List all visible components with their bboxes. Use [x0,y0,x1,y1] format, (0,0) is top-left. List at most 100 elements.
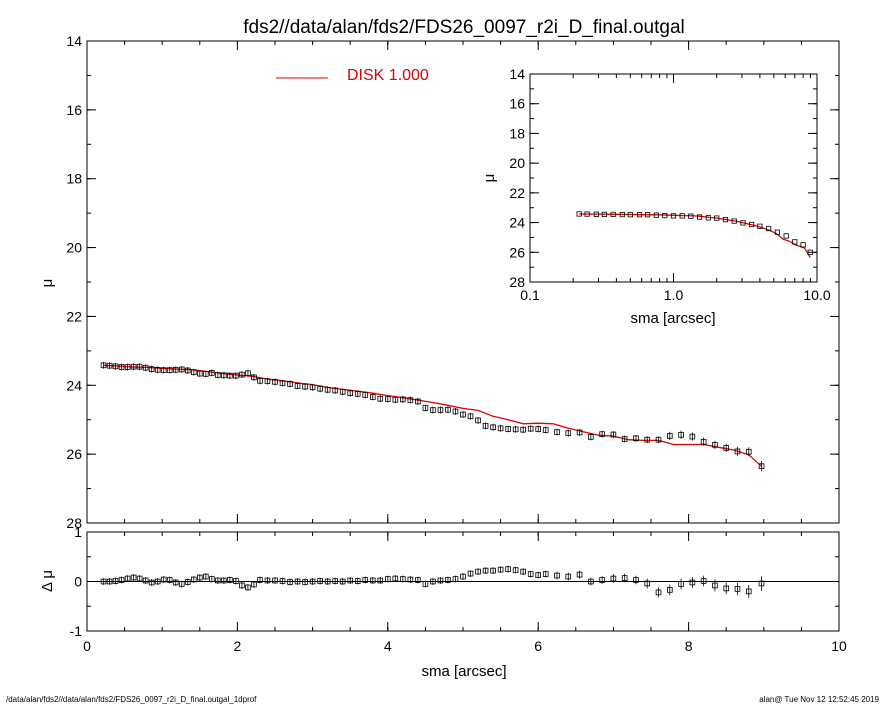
inset-y-axis-label: μ [481,174,498,183]
main-x-axis-label: sma [arcsec] [421,663,506,680]
data-point [610,211,616,217]
y-tick-label: 22 [66,308,82,324]
data-point [324,578,331,585]
data-point [369,394,376,400]
data-point [430,578,436,585]
legend: DISK 1.000 [276,67,429,84]
y-tick-label: 1 [74,524,82,540]
data-point [584,211,590,217]
data-point [460,411,466,418]
data-point [783,233,789,239]
data-point [542,427,549,433]
data-point [678,432,684,438]
data-point [209,576,215,582]
data-point [178,581,185,587]
data-point [460,573,466,580]
data-point [723,445,729,451]
inset-x-axis-label: sma [arcsec] [630,310,715,327]
data-point [766,225,772,232]
data-point [644,436,651,443]
data-point [445,577,451,583]
data-point [644,580,651,587]
data-point [467,413,474,420]
data-point [142,577,149,584]
data-point [619,211,625,218]
data-point [178,366,185,373]
data-point [100,362,107,369]
y-tick-label: 26 [509,244,525,260]
data-point [505,426,511,432]
y-tick-label: 22 [509,185,525,201]
data-point [264,577,271,584]
data-point [257,378,263,384]
data-point [279,380,286,387]
data-point [774,229,781,235]
data-point [636,212,643,218]
data-point [430,407,436,413]
data-point [740,220,746,226]
data-point [257,577,263,583]
data-point [221,372,227,379]
data-point [565,430,572,436]
data-point [130,574,137,581]
data-point [633,577,639,583]
data-point [610,431,617,438]
data-point [748,221,755,228]
data-point [554,429,560,435]
data-point [347,390,353,397]
data-point [136,363,143,370]
x-tick-label: 10 [831,638,847,654]
data-point [745,588,752,595]
data-point [384,576,391,582]
data-point [520,568,526,575]
data-point [712,442,718,448]
data-point [696,214,703,220]
data-point [172,579,179,586]
data-point [807,249,813,255]
x-tick-label: 0.1 [520,287,540,303]
data-point [490,424,496,431]
data-point [400,396,406,403]
data-point [118,577,125,583]
data-point [245,370,251,377]
data-point [124,575,131,582]
data-point [112,363,119,370]
data-point [621,575,628,581]
data-point [392,396,399,403]
data-point [148,579,155,586]
data-point [233,578,239,584]
data-point [184,367,191,374]
data-point [221,577,227,584]
data-point [505,566,511,572]
data-point [527,425,534,432]
data-point [100,578,107,585]
data-point [362,392,369,398]
y-tick-label: 14 [66,33,82,49]
data-point [452,408,459,415]
data-point [512,426,519,433]
data-point [527,571,534,577]
y-tick-label: 24 [66,377,82,393]
data-point [670,213,677,219]
data-point [377,577,384,584]
data-point [588,434,594,440]
x-tick-label: 6 [534,638,542,654]
data-point [130,363,137,370]
data-point [610,575,617,582]
data-point [599,431,605,437]
data-point [689,579,696,586]
residual-y-axis-label: Δ μ [39,570,56,592]
data-point [339,389,346,395]
model-line [103,364,762,467]
data-point [535,426,541,432]
data-point [172,366,179,373]
data-point [332,387,338,394]
data-point [251,581,257,588]
data-point [437,407,444,413]
data-point [723,585,729,592]
y-tick-label: 20 [509,155,525,171]
data-point [166,367,173,373]
data-point [565,573,572,580]
data-point [354,578,361,584]
data-point [422,405,429,411]
